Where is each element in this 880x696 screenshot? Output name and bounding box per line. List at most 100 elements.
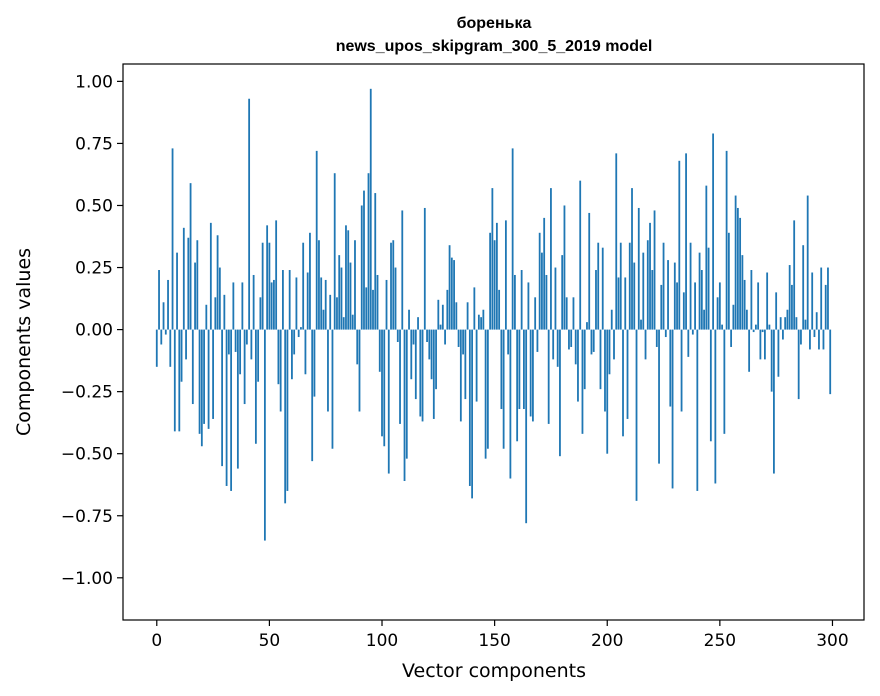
bar-244: [705, 185, 708, 330]
bar-26: [214, 297, 217, 330]
bar-211: [631, 188, 633, 330]
bar-143: [477, 314, 480, 330]
bar-124: [435, 329, 437, 390]
bar-81: [338, 255, 341, 330]
bar-284: [795, 317, 798, 330]
y-axis-label: Components values: [13, 248, 35, 436]
bar-165: [527, 282, 530, 330]
bar-0: [155, 329, 158, 367]
bar-240: [696, 329, 699, 491]
bar-44: [254, 329, 257, 444]
bar-157: [509, 329, 512, 479]
bar-250: [718, 282, 721, 330]
bar-38: [241, 282, 244, 330]
bar-78: [331, 329, 334, 449]
bar-120: [426, 329, 428, 342]
bar-265: [752, 329, 755, 333]
bar-267: [757, 282, 760, 330]
bar-256: [732, 304, 735, 330]
bar-15: [189, 183, 192, 330]
bar-140: [471, 329, 473, 499]
bar-153: [500, 329, 503, 410]
bar-269: [761, 329, 764, 333]
bar-180: [561, 255, 564, 330]
bar-230: [673, 262, 676, 330]
bar-166: [529, 329, 532, 417]
bar-255: [730, 329, 733, 347]
bar-22: [205, 304, 208, 330]
bar-187: [577, 329, 579, 402]
bar-42: [250, 329, 253, 360]
bar-1: [158, 270, 160, 330]
bar-122: [430, 329, 433, 380]
bar-248: [714, 329, 717, 484]
bar-45: [257, 329, 260, 382]
bar-271: [766, 272, 769, 330]
bar-144: [480, 317, 483, 330]
bar-203: [613, 329, 615, 360]
bar-72: [318, 240, 320, 330]
bar-63: [297, 329, 300, 338]
bar-24: [209, 222, 212, 330]
plot-frame: [122, 63, 865, 621]
bar-93: [365, 287, 368, 330]
bar-73: [320, 277, 323, 330]
bar-190: [583, 329, 586, 390]
bar-234: [682, 292, 685, 330]
bar-254: [727, 232, 730, 330]
bar-102: [385, 279, 388, 330]
bar-58: [286, 329, 289, 491]
bar-76: [327, 329, 329, 412]
bar-95: [369, 88, 372, 330]
bar-246: [709, 329, 712, 442]
bar-96: [372, 289, 374, 330]
bar-51: [270, 282, 273, 330]
bar-195: [595, 270, 597, 330]
y-tick-label: 1.00: [75, 72, 113, 92]
x-tick-label: 200: [591, 631, 623, 651]
bar-62: [295, 277, 298, 330]
bar-94: [367, 173, 370, 330]
bar-208: [624, 277, 627, 330]
bar-295: [820, 267, 823, 330]
bar-110: [403, 329, 406, 481]
bar-221: [653, 210, 656, 330]
bar-298: [827, 267, 829, 330]
bar-170: [538, 232, 541, 330]
bar-87: [351, 314, 354, 330]
bar-138: [466, 302, 469, 330]
bar-227: [667, 260, 669, 330]
bar-229: [671, 329, 674, 489]
bar-279: [784, 317, 787, 330]
y-tick-label: 0.75: [75, 134, 113, 154]
bar-117: [419, 329, 422, 417]
bar-135: [459, 329, 462, 422]
bar-18: [196, 240, 199, 330]
bar-220: [651, 270, 654, 330]
bar-206: [619, 242, 622, 330]
bars-group: [155, 88, 832, 541]
bar-158: [511, 148, 514, 330]
bar-20: [200, 329, 203, 447]
bar-6: [169, 329, 172, 367]
bar-273: [770, 329, 773, 392]
bar-188: [579, 180, 582, 330]
chart-title-line1: боренька: [457, 15, 532, 32]
bar-141: [473, 287, 476, 330]
bar-258: [736, 207, 739, 330]
bar-293: [815, 312, 818, 330]
bar-69: [311, 329, 314, 462]
bar-251: [721, 324, 724, 330]
bar-278: [782, 329, 784, 340]
bar-53: [275, 220, 278, 330]
bar-191: [586, 322, 588, 330]
bar-282: [791, 284, 793, 330]
bar-185: [572, 297, 575, 330]
bar-199: [604, 329, 606, 412]
bar-56: [282, 270, 284, 330]
bar-259: [739, 217, 742, 330]
bar-121: [428, 329, 431, 360]
bar-235: [685, 153, 687, 330]
bar-21: [203, 329, 205, 424]
